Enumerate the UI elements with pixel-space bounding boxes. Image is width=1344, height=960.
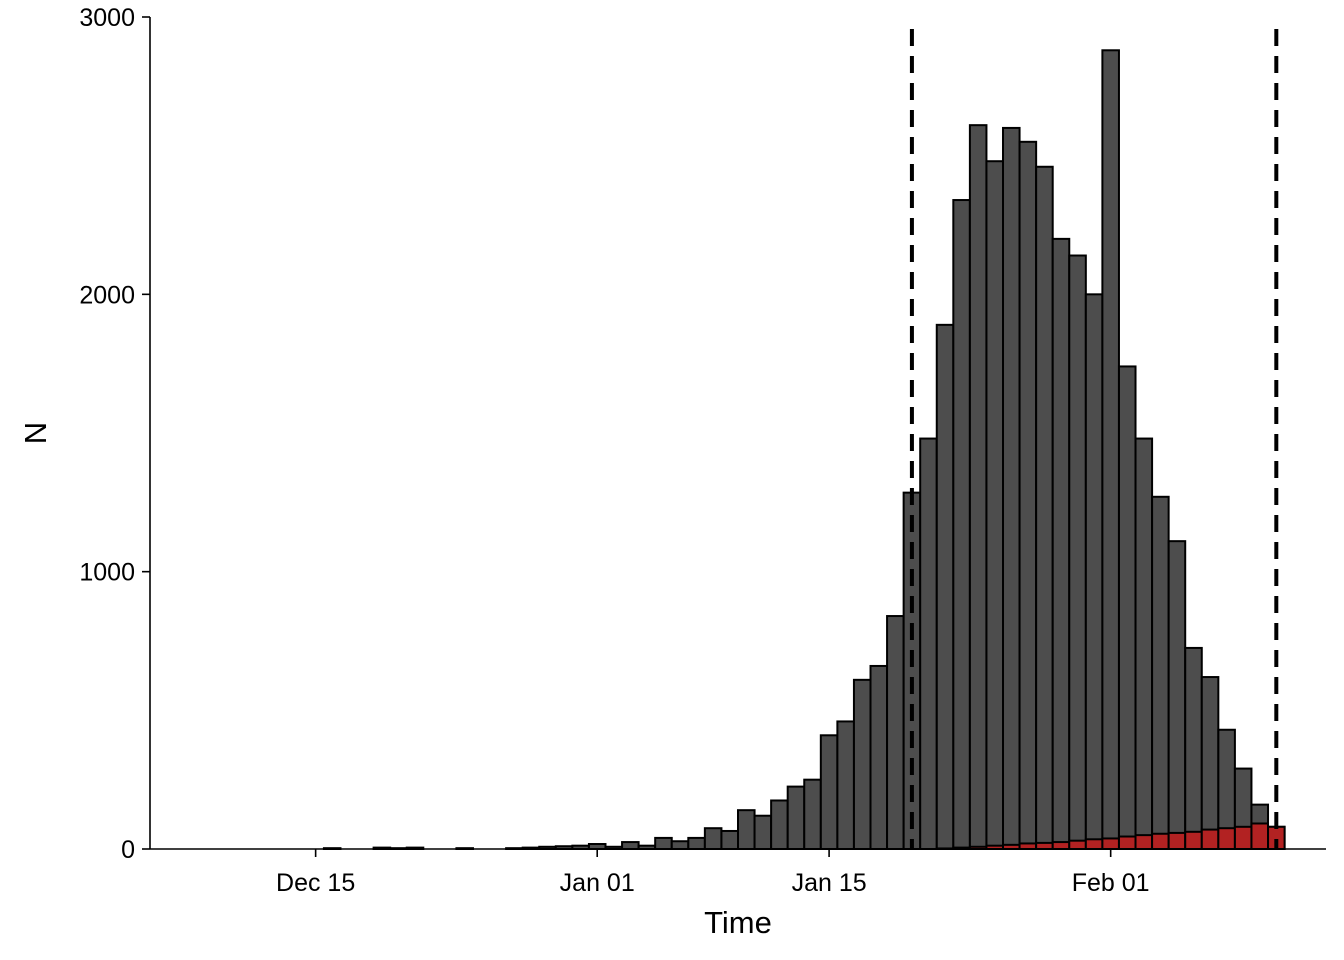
x-tick-label-2: Jan 15 — [792, 869, 867, 897]
bar-series-1-18 — [1233, 825, 1253, 850]
bar-series-1-10 — [1101, 837, 1120, 851]
bar-series-0-26 — [852, 678, 872, 851]
x-tick-label-3: Feb 01 — [1072, 869, 1150, 897]
bar-series-0-17 — [703, 827, 723, 851]
y-ticks-layer: 0 1000 2000 3000 — [79, 4, 150, 864]
bar-series-0-19 — [737, 809, 756, 850]
bar-series-0-22 — [786, 785, 806, 850]
bar-series-0-27 — [869, 664, 889, 851]
bar-series-0-43 — [1134, 437, 1154, 850]
bar-series-0-36 — [1018, 140, 1038, 851]
bar-series-1-16 — [1200, 828, 1220, 851]
bar-series-0-23 — [803, 778, 822, 850]
bar-series-0-14 — [654, 836, 673, 850]
reference-lines-layer — [909, 29, 1279, 849]
bar-series-0-45 — [1167, 540, 1187, 850]
bar-series-1-9 — [1084, 838, 1104, 850]
bar-series-1-13 — [1151, 832, 1170, 850]
bar-series-1-8 — [1068, 839, 1087, 850]
bar-series-0-31 — [935, 323, 955, 850]
bar-series-0-46 — [1184, 646, 1203, 850]
axes-layer — [149, 17, 1326, 850]
x-tick-label-0: Dec 15 — [276, 869, 355, 897]
bar-series-1-15 — [1184, 830, 1203, 850]
y-tick-label-2: 2000 — [79, 281, 135, 309]
bar-series-0-28 — [886, 615, 905, 850]
bar-series-0-32 — [952, 199, 971, 851]
bar-series-0-24 — [819, 734, 839, 850]
bar-series-0-25 — [836, 720, 855, 850]
bar-series-0-30 — [919, 437, 938, 850]
bar-series-0-39 — [1068, 254, 1087, 850]
x-tick-label-1: Jan 01 — [560, 869, 635, 897]
bar-series-0-40 — [1084, 293, 1104, 850]
bar-series-0-21 — [770, 799, 789, 850]
bar-series-0-44 — [1151, 495, 1170, 850]
bar-series-0-20 — [753, 814, 773, 850]
bar-series-0-41 — [1101, 49, 1120, 850]
x-ticks-layer: Dec 15 Jan 01 Jan 15 Feb 01 — [276, 849, 1150, 897]
y-tick-label-3: 3000 — [79, 4, 135, 32]
bar-series-1-6 — [1035, 841, 1054, 851]
bar-series-0-35 — [1002, 126, 1021, 851]
bar-series-1-12 — [1134, 834, 1154, 851]
bar-series-0-12 — [621, 841, 640, 851]
bar-series-0-34 — [985, 160, 1005, 850]
bar-series-1-7 — [1051, 841, 1071, 851]
bar-series-0-38 — [1051, 237, 1071, 850]
bar-series-0-33 — [968, 124, 988, 851]
bar-series-0-47 — [1200, 676, 1220, 850]
bar-series-0-42 — [1117, 365, 1137, 850]
y-axis-title: N — [18, 422, 53, 444]
bar-series-1-19 — [1250, 822, 1270, 850]
bar-series-0-18 — [720, 829, 740, 850]
bar-series-0-15 — [670, 840, 690, 850]
y-tick-label-0: 0 — [121, 836, 135, 864]
x-axis-title: Time — [704, 905, 772, 940]
bars-layer — [322, 49, 1286, 851]
bar-series-1-11 — [1117, 835, 1137, 851]
bar-series-1-5 — [1018, 842, 1038, 851]
bar-series-1-14 — [1167, 831, 1187, 850]
bar-series-1-17 — [1217, 827, 1236, 851]
bar-series-0-37 — [1035, 165, 1054, 850]
bar-series-0-16 — [687, 836, 706, 850]
y-tick-label-1: 1000 — [79, 559, 135, 587]
